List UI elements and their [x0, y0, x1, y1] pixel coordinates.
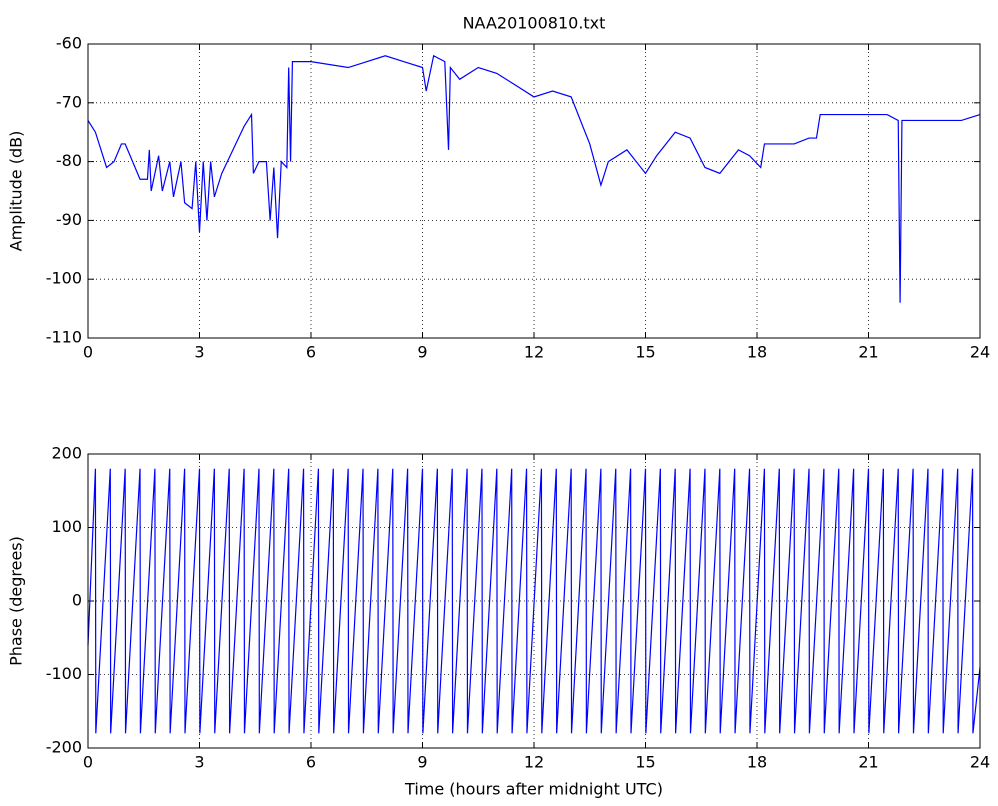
x-tick-label: 24: [970, 343, 990, 362]
x-tick-label: 21: [858, 343, 878, 362]
x-tick-label: 12: [524, 753, 544, 772]
axes-box: [87, 453, 981, 749]
y-tick-label: -200: [46, 738, 82, 757]
x-tick-label: 0: [83, 753, 93, 772]
chart-title: NAA20100810.txt: [463, 14, 606, 33]
y-tick-label: -100: [46, 269, 82, 288]
y-tick-label: 200: [51, 444, 82, 463]
x-tick-label: 6: [306, 343, 316, 362]
x-tick-label: 6: [306, 753, 316, 772]
x-tick-label: 15: [635, 753, 655, 772]
x-axis-label: Time (hours after midnight UTC): [404, 780, 663, 799]
y-tick-label: -70: [56, 92, 82, 111]
y-tick-label: 100: [51, 517, 82, 536]
x-tick-label: 3: [194, 343, 204, 362]
x-tick-label: 18: [747, 753, 767, 772]
x-tick-label: 9: [417, 753, 427, 772]
x-tick-label: 12: [524, 343, 544, 362]
x-tick-label: 9: [417, 343, 427, 362]
x-tick-label: 21: [858, 753, 878, 772]
data-line: [87, 54, 981, 303]
x-tick-label: 0: [83, 343, 93, 362]
y-axis-label: Amplitude (dB): [7, 131, 26, 252]
y-tick-label: -90: [56, 210, 82, 229]
x-tick-label: 24: [970, 753, 990, 772]
x-tick-label: 15: [635, 343, 655, 362]
y-tick-label: -60: [56, 34, 82, 53]
y-tick-label: -110: [46, 328, 82, 347]
x-tick-label: 3: [194, 753, 204, 772]
y-axis-label: Phase (degrees): [7, 536, 26, 666]
data-line: [87, 468, 981, 734]
axes-box: [87, 43, 981, 339]
y-tick-label: -100: [46, 664, 82, 683]
y-tick-label: 0: [72, 591, 82, 610]
x-tick-label: 18: [747, 343, 767, 362]
y-tick-label: -80: [56, 151, 82, 170]
